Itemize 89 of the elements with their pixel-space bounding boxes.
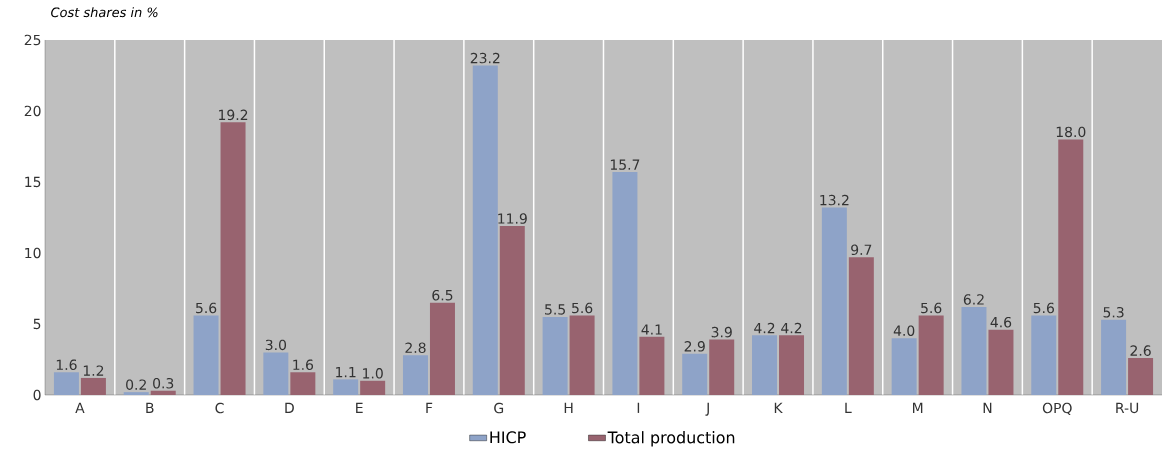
legend-label: Total production [607,431,735,447]
bar [612,172,638,395]
bar [499,226,525,395]
bar [472,65,498,395]
bar [752,335,778,395]
y-axis-title: Cost shares in % [51,7,158,18]
data-label: 4.2 [781,322,802,334]
bar [150,390,176,395]
data-label: 5.6 [572,302,593,314]
y-tick-label: 10 [25,247,41,259]
data-label: 2.6 [1130,345,1151,356]
bar [360,380,386,395]
bar [220,122,246,395]
x-tick-label: L [845,402,852,413]
x-tick-label: F [426,402,433,413]
legend-label: HICP [490,431,526,444]
data-label: 2.9 [684,341,705,352]
data-label: 15.7 [610,159,640,170]
data-label: 4.1 [641,324,662,335]
x-tick-label: I [637,402,640,413]
bar [333,379,359,395]
data-label: 4.2 [754,322,775,334]
bar [779,335,805,395]
x-tick-label: OPQ [1042,402,1072,415]
x-tick-label: N [983,402,992,413]
y-tick-label: 5 [33,318,41,330]
bar [821,207,847,395]
data-label: 1.2 [83,365,104,376]
bar [290,372,316,395]
x-tick-label: D [285,402,294,413]
x-tick-label: B [146,402,154,413]
bar [263,352,289,395]
bar [1101,319,1127,395]
bar [961,306,987,395]
bar [569,315,595,395]
x-tick-label: C [215,402,224,414]
bar [1031,315,1057,395]
y-tick-label: 0 [33,389,41,401]
data-label: 5.6 [196,302,217,314]
data-label: 1.6 [293,359,314,371]
x-tick-label: H [564,402,573,413]
x-tick-label: J [705,402,709,416]
data-label: 0.2 [126,379,146,390]
data-label: 18.0 [1056,126,1086,138]
data-label: 11.9 [498,213,527,224]
data-label: 4.6 [990,316,1012,328]
x-tick-label: R-U [1116,402,1139,414]
bar [1128,358,1154,395]
data-label: 1.6 [56,359,77,371]
data-label: 5.3 [1103,306,1124,318]
x-tick-label: M [913,402,923,413]
data-label: 23.2 [470,52,500,64]
bar [402,355,428,395]
bar [429,302,455,395]
x-tick-label: K [774,402,783,413]
data-label: 19.2 [219,109,248,121]
data-label: 5.5 [545,304,565,315]
data-label: 6.5 [432,289,453,301]
bar [709,339,735,395]
x-tick-label: E [356,402,363,413]
data-label: 5.6 [1033,302,1054,314]
bar [123,392,149,395]
bar [639,336,665,395]
data-label: 2.8 [405,342,426,354]
data-label: 5.6 [921,302,942,314]
bar [193,315,219,395]
data-label: 1.1 [336,367,356,378]
bar [53,372,79,395]
bar [988,329,1014,395]
data-label: 4.0 [893,325,915,336]
y-tick-label: 15 [25,176,41,188]
data-label: 3.9 [711,326,732,338]
bar [891,338,917,395]
data-label: 13.2 [820,194,849,206]
x-tick-label: G [494,402,504,414]
x-tick-label: A [75,402,85,413]
bar [848,257,874,395]
bar [682,353,708,395]
data-label: 0.3 [153,377,174,389]
data-label: 3.0 [265,339,287,351]
bar [918,315,944,395]
data-label: 9.7 [851,244,872,256]
data-label: 6.2 [963,294,984,305]
bar [542,316,568,395]
data-label: 1.0 [363,368,383,379]
bar [80,377,106,395]
bar [1058,139,1084,395]
y-tick-label: 20 [24,105,41,117]
y-tick-label: 25 [24,34,41,46]
